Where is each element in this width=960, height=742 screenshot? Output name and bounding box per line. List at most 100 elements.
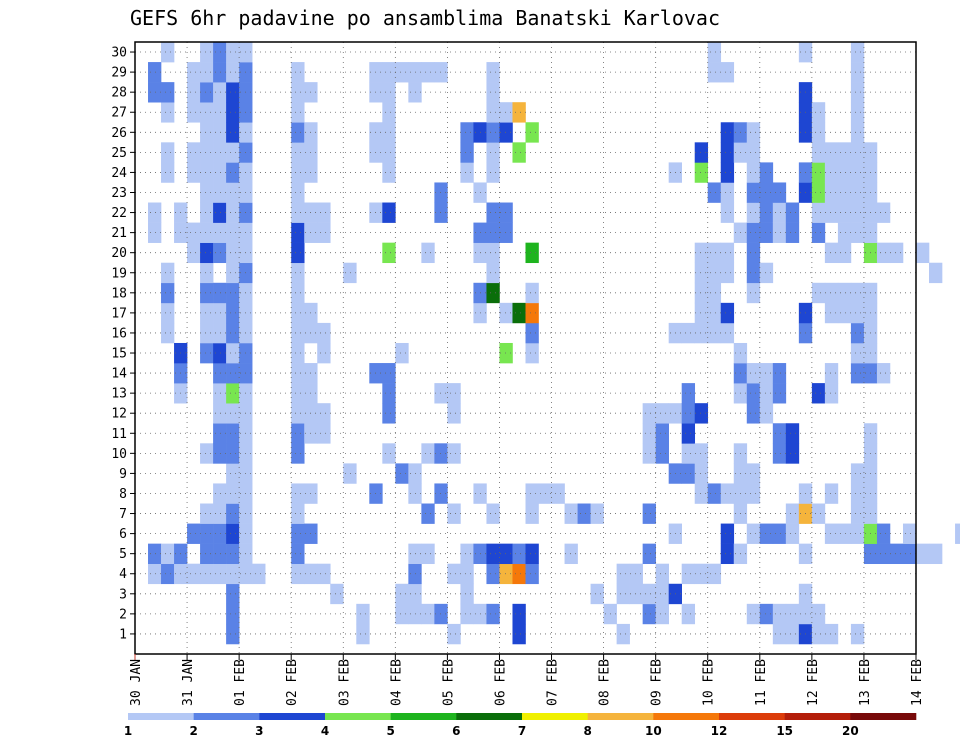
- heatmap-cell: [681, 383, 696, 404]
- legend-label: 10: [645, 724, 662, 738]
- heatmap-cell: [850, 122, 865, 143]
- heatmap-cell: [629, 563, 643, 585]
- heatmap-cell: [447, 403, 461, 424]
- heatmap-cell: [213, 363, 227, 384]
- heatmap-cell: [499, 122, 513, 143]
- heatmap-cell: [382, 122, 396, 143]
- legend-label: 4: [321, 724, 329, 738]
- heatmap-cell: [226, 363, 240, 384]
- heatmap-cell: [187, 523, 201, 544]
- heatmap-cell: [525, 483, 539, 504]
- heatmap-cell: [642, 443, 656, 464]
- heatmap-cell: [434, 603, 448, 625]
- y-tick-label: 3: [119, 587, 127, 602]
- y-tick-label: 13: [111, 387, 127, 402]
- heatmap-cell: [434, 383, 448, 404]
- heatmap-cell: [213, 523, 227, 544]
- heatmap-cell: [382, 443, 396, 464]
- heatmap-cell: [486, 242, 500, 264]
- y-tick-label: 19: [111, 266, 127, 281]
- heatmap-cell: [525, 302, 539, 324]
- legend-swatch: [653, 713, 720, 720]
- heatmap-cell: [902, 543, 917, 565]
- heatmap-cell: [226, 162, 240, 183]
- heatmap-cell: [291, 102, 305, 123]
- heatmap-cell: [720, 262, 735, 284]
- heatmap-cell: [291, 282, 305, 304]
- heatmap-cell: [850, 162, 865, 183]
- heatmap-cell: [200, 563, 214, 585]
- heatmap-cell: [746, 142, 761, 163]
- legend-label: 7: [518, 724, 526, 738]
- heatmap-cell: [499, 342, 513, 364]
- heatmap-cell: [642, 583, 656, 605]
- heatmap-cell: [837, 182, 852, 203]
- heatmap-cell: [824, 282, 839, 304]
- heatmap-cell: [642, 603, 656, 625]
- x-tick-label: 30 JAN: [129, 659, 144, 706]
- heatmap-cell: [850, 363, 865, 384]
- heatmap-cell: [213, 182, 227, 203]
- heatmap-cell: [720, 182, 735, 203]
- heatmap-cell: [746, 242, 761, 264]
- y-tick-label: 15: [111, 347, 127, 362]
- heatmap-cell: [837, 222, 852, 243]
- heatmap-cell: [512, 603, 526, 625]
- heatmap-cell: [785, 423, 800, 444]
- heatmap-cell: [694, 403, 709, 424]
- heatmap-cell: [356, 603, 370, 625]
- heatmap-cell: [655, 443, 669, 464]
- heatmap-cell: [317, 342, 331, 364]
- heatmap-cell: [681, 322, 696, 344]
- heatmap-cell: [655, 603, 669, 625]
- heatmap-cell: [499, 202, 513, 223]
- heatmap-cell: [226, 543, 240, 565]
- heatmap-cell: [824, 623, 839, 645]
- heatmap-cell: [824, 363, 839, 384]
- heatmap-cell: [850, 302, 865, 324]
- heatmap-cell: [317, 423, 331, 444]
- heatmap-cell: [148, 543, 162, 565]
- heatmap-cell: [395, 583, 409, 605]
- heatmap-cell: [707, 262, 722, 284]
- heatmap-cell: [486, 162, 500, 183]
- heatmap-cell: [213, 122, 227, 143]
- heatmap-cell: [291, 342, 305, 364]
- x-tick-label: 10 FEB: [702, 659, 717, 706]
- y-tick-label: 4: [119, 567, 127, 582]
- heatmap-cell: [226, 322, 240, 344]
- heatmap-cell: [200, 202, 214, 223]
- heatmap-cell: [200, 342, 214, 364]
- heatmap-cell: [291, 122, 305, 143]
- heatmap-cell: [694, 563, 709, 585]
- heatmap-cell: [824, 162, 839, 183]
- heatmap-cell: [720, 523, 735, 544]
- heatmap-cell: [291, 503, 305, 524]
- heatmap-cell: [317, 563, 331, 585]
- heatmap-cell: [226, 302, 240, 324]
- heatmap-cell: [876, 242, 891, 264]
- heatmap-cell: [200, 222, 214, 243]
- heatmap-cell: [811, 222, 826, 243]
- heatmap-cell: [499, 563, 513, 585]
- heatmap-cell: [824, 242, 839, 264]
- legend-label: 15: [776, 724, 793, 738]
- heatmap-cell: [486, 202, 500, 223]
- heatmap-cell: [161, 282, 175, 304]
- heatmap-cell: [772, 383, 787, 404]
- heatmap-cell: [694, 142, 709, 163]
- heatmap-cell: [837, 202, 852, 223]
- heatmap-cell: [785, 443, 800, 464]
- heatmap-cell: [681, 603, 696, 625]
- heatmap-cell: [772, 443, 787, 464]
- heatmap-cell: [226, 282, 240, 304]
- x-tick-label: 03 FEB: [337, 659, 352, 706]
- x-tick-label: 13 FEB: [858, 659, 873, 706]
- heatmap-cell: [161, 42, 175, 63]
- heatmap-cell: [213, 443, 227, 464]
- heatmap-cell: [200, 282, 214, 304]
- heatmap-cell: [291, 322, 305, 344]
- y-tick-label: 8: [119, 487, 127, 502]
- heatmap-cell: [876, 543, 891, 565]
- heatmap-cell: [694, 162, 709, 183]
